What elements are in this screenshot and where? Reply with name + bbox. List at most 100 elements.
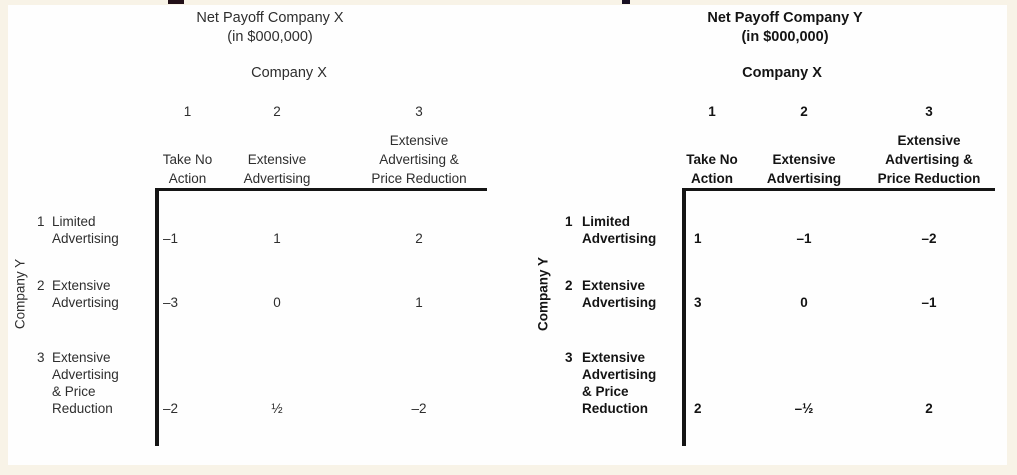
table-row: 3 Extensive Advertising & Price Reductio…	[0, 349, 500, 417]
column-number-2: 2	[800, 104, 808, 119]
payoff-value: ½	[271, 401, 283, 416]
payoff-value: 2	[415, 231, 423, 246]
column-number-1: 1	[183, 104, 192, 119]
column-number-3: 3	[415, 104, 423, 119]
payoff-value: –1	[163, 231, 179, 246]
row-label-line: Advertising	[582, 295, 657, 310]
payoff-value: –1	[796, 231, 812, 246]
row-label-line: Extensive	[582, 350, 646, 365]
row-number: 3	[37, 350, 45, 365]
row-label-line: Advertising	[582, 231, 657, 246]
row-number: 1	[37, 214, 45, 229]
row-label-line: Advertising	[582, 367, 657, 382]
column-header-advertising-price-reduction: Extensive Advertising & Price Reduction	[351, 131, 487, 188]
column-header-line: Extensive	[897, 133, 961, 148]
row-label: 2 Extensive Advertising	[37, 277, 119, 311]
row-label-line: & Price	[582, 384, 629, 399]
payoff-table-company-x: Net Payoff Company X (in $000,000) Compa…	[0, 0, 500, 460]
row-label: 3 Extensive Advertising & Price Reductio…	[565, 349, 656, 417]
table-row: 1 Limited Advertising –1 1 2	[0, 213, 500, 247]
row-number: 3	[565, 350, 573, 365]
table-subtitle: (in $000,000)	[227, 29, 313, 45]
table-title-block: Net Payoff Company X (in $000,000)	[70, 9, 470, 47]
column-group-label: Company X	[251, 65, 327, 81]
column-header-line: Price Reduction	[371, 171, 467, 186]
table-subtitle: (in $000,000)	[741, 29, 829, 45]
cropped-text-fragment	[168, 0, 184, 4]
column-header-line: Extensive	[247, 152, 307, 167]
table-top-rule	[155, 188, 487, 191]
payoff-value: –2	[411, 401, 427, 416]
column-header-line: Extensive	[772, 152, 836, 167]
table-title: Net Payoff Company Y	[707, 10, 863, 26]
payoff-value: –3	[163, 295, 179, 310]
table-top-rule	[682, 188, 995, 191]
column-header-take-no-action: Take No Action	[155, 150, 220, 188]
table-row: 2 Extensive Advertising 3 0 –1	[500, 277, 999, 311]
payoff-value: 0	[800, 295, 808, 310]
column-header-line: Action	[691, 171, 733, 186]
column-header-line: Advertising	[766, 171, 842, 186]
row-label-text: Limited Advertising	[582, 213, 656, 247]
row-label-line: Limited	[582, 214, 631, 229]
column-number-2: 2	[273, 104, 281, 119]
column-header-line: Advertising	[243, 171, 311, 186]
cropped-text-fragment	[622, 0, 630, 4]
column-header-line: Advertising &	[885, 152, 973, 167]
table-title-block: Net Payoff Company Y (in $000,000)	[585, 9, 985, 47]
row-label-line: Extensive	[52, 350, 111, 365]
payoff-value: 1	[694, 231, 702, 246]
column-header-take-no-action: Take No Action	[682, 150, 742, 188]
row-label-line: Extensive	[582, 278, 646, 293]
row-label-text: Extensive Advertising & Price Reduction	[582, 349, 656, 417]
row-number: 2	[565, 278, 573, 293]
payoff-value: 1	[415, 295, 423, 310]
payoff-value: –½	[794, 401, 814, 416]
figure-background	[8, 5, 1007, 465]
table-left-rule	[682, 188, 686, 446]
column-header-extensive-advertising: Extensive Advertising	[749, 150, 859, 188]
row-number: 2	[37, 278, 45, 293]
row-label-line: Advertising	[52, 367, 119, 382]
row-label-text: Limited Advertising	[52, 213, 119, 247]
payoff-value: 2	[925, 401, 933, 416]
table-row: 3 Extensive Advertising & Price Reductio…	[500, 349, 999, 417]
column-header-line: Take No	[686, 152, 738, 167]
row-label: 2 Extensive Advertising	[565, 277, 656, 311]
table-title: Net Payoff Company X	[196, 10, 344, 26]
row-label-text: Extensive Advertising	[52, 277, 119, 311]
payoff-value: –1	[921, 295, 937, 310]
column-group-label: Company X	[742, 65, 822, 81]
payoff-value: 3	[694, 295, 702, 310]
row-label-text: Extensive Advertising & Price Reduction	[52, 349, 119, 417]
row-label: 1 Limited Advertising	[565, 213, 656, 247]
column-header-extensive-advertising: Extensive Advertising	[222, 150, 332, 188]
column-number-3: 3	[925, 104, 933, 119]
table-row: 2 Extensive Advertising –3 0 1	[0, 277, 500, 311]
row-label: 1 Limited Advertising	[37, 213, 119, 247]
column-header-line: Extensive	[389, 133, 449, 148]
column-header-line: Action	[168, 171, 207, 186]
row-label-line: Extensive	[52, 278, 111, 293]
column-header-line: Price Reduction	[877, 171, 981, 186]
payoff-value: 2	[694, 401, 702, 416]
row-label-text: Extensive Advertising	[582, 277, 656, 311]
payoff-value: –2	[163, 401, 179, 416]
payoff-table-company-y: Net Payoff Company Y (in $000,000) Compa…	[500, 0, 999, 460]
column-header-line: Take No	[162, 152, 213, 167]
row-label-line: Reduction	[52, 401, 113, 416]
payoff-value: 1	[273, 231, 281, 246]
payoff-value: 0	[273, 295, 281, 310]
row-label-line: Reduction	[582, 401, 648, 416]
column-header-advertising-price-reduction: Extensive Advertising & Price Reduction	[861, 131, 997, 188]
row-number: 1	[565, 214, 573, 229]
row-label-line: & Price	[52, 384, 96, 399]
table-left-rule	[155, 188, 159, 446]
row-label: 3 Extensive Advertising & Price Reductio…	[37, 349, 119, 417]
row-label-line: Advertising	[52, 295, 119, 310]
row-label-line: Limited	[52, 214, 96, 229]
column-header-line: Advertising &	[379, 152, 459, 167]
payoff-value: –2	[921, 231, 937, 246]
row-label-line: Advertising	[52, 231, 119, 246]
column-number-1: 1	[708, 104, 716, 119]
